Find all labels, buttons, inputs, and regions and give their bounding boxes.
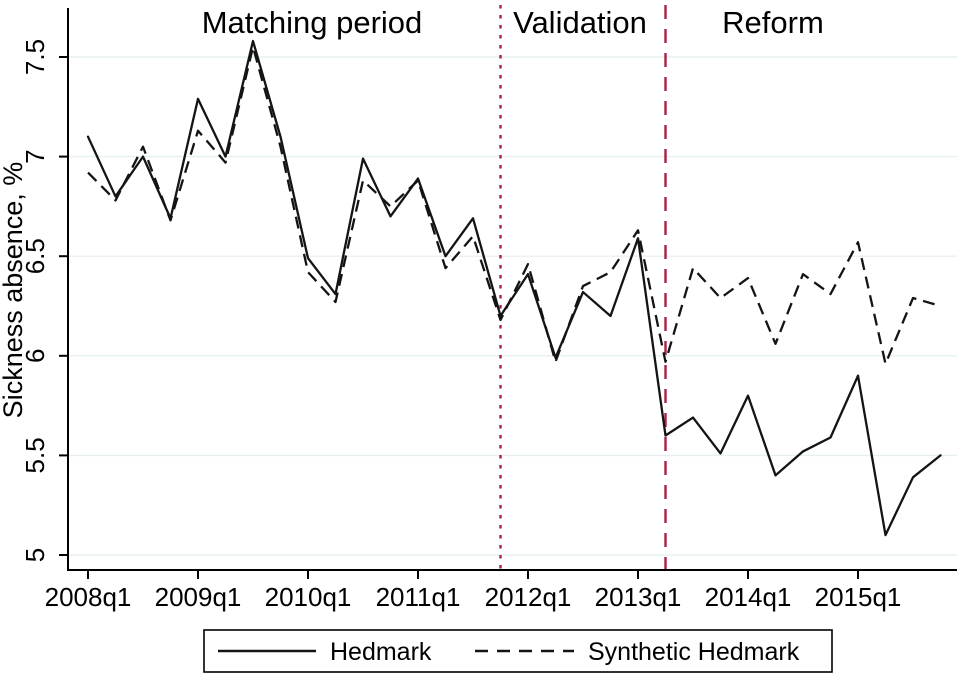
legend: Hedmark Synthetic Hedmark: [203, 629, 833, 673]
period-divider-lines: [499, 5, 667, 570]
y-axis-ticks: [59, 56, 68, 556]
synthetic-hedmark-line: [87, 45, 941, 365]
x-tick-label: 2008q1: [45, 582, 132, 612]
x-tick-label: 2010q1: [265, 582, 352, 612]
y-tick-label: 7.5: [20, 39, 50, 75]
x-tick-label: 2012q1: [485, 582, 572, 612]
y-tick-label: 6: [20, 349, 50, 363]
y-tick-label: 5.5: [20, 437, 50, 473]
region-title-validation: Validation: [513, 5, 647, 40]
x-tick-label: 2015q1: [815, 582, 902, 612]
x-tick-label: 2014q1: [705, 582, 792, 612]
x-tick-label: 2009q1: [155, 582, 242, 612]
x-axis-tick-labels: 2008q1 2009q1 2010q1 2011q1 2012q1 2013q1 2014…: [45, 582, 902, 612]
legend-label-hedmark: Hedmark: [330, 638, 432, 666]
y-axis-tick-labels: 7.5 7 6.5 6 5.5 5: [20, 39, 50, 562]
region-title-reform: Reform: [722, 5, 824, 40]
gridlines: [68, 56, 957, 556]
legend-label-synthetic-hedmark: Synthetic Hedmark: [588, 638, 800, 666]
x-tick-label: 2013q1: [595, 582, 682, 612]
x-tick-label: 2011q1: [376, 582, 461, 612]
y-axis-title: Sickness absence, %: [0, 162, 28, 419]
axis-lines: [67, 8, 957, 571]
hedmark-line: [86, 39, 942, 537]
y-tick-label: 6.5: [20, 238, 50, 274]
x-axis-ticks: [87, 570, 859, 579]
region-title-matching-period: Matching period: [202, 5, 423, 40]
y-tick-label: 7: [20, 149, 50, 163]
y-tick-label: 5: [20, 548, 50, 562]
